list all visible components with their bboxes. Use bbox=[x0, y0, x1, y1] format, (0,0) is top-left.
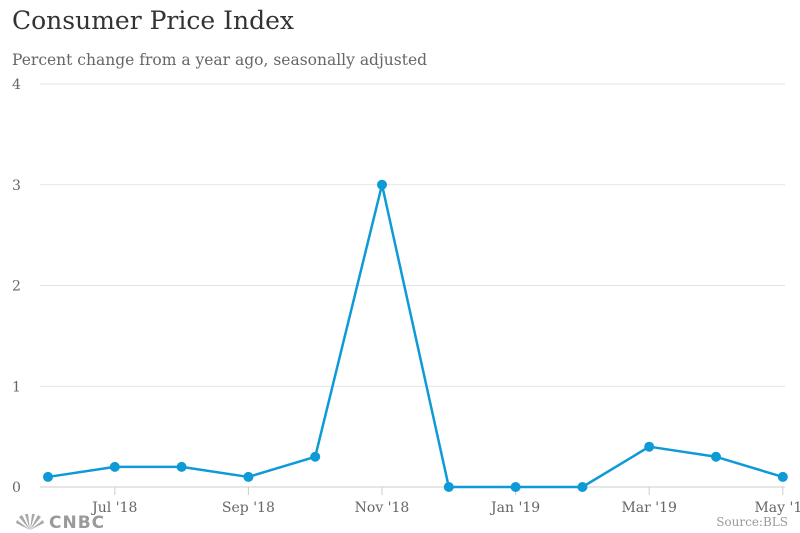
y-tick-label: 2 bbox=[12, 279, 21, 295]
data-point[interactable] bbox=[109, 461, 120, 472]
data-point[interactable] bbox=[310, 451, 321, 462]
x-tick-label: Mar '19 bbox=[621, 500, 677, 516]
y-tick-label: 0 bbox=[12, 480, 21, 496]
y-tick-label: 4 bbox=[12, 77, 21, 93]
x-tick-label: Jan '19 bbox=[489, 500, 540, 516]
data-point[interactable] bbox=[176, 461, 187, 472]
data-point[interactable] bbox=[443, 482, 454, 492]
cnbc-logo: CNBC bbox=[14, 514, 105, 532]
data-point[interactable] bbox=[243, 471, 254, 482]
brand-name: CNBC bbox=[49, 512, 106, 533]
data-point[interactable] bbox=[644, 441, 655, 452]
chart-subtitle: Percent change from a year ago, seasonal… bbox=[12, 51, 428, 69]
x-tick-label: Jul '18 bbox=[90, 500, 137, 516]
data-point[interactable] bbox=[510, 482, 521, 492]
x-tick-label: Nov '18 bbox=[355, 500, 410, 516]
data-point[interactable] bbox=[43, 471, 53, 482]
series-line bbox=[47, 183, 784, 489]
source-note: Source:BLS bbox=[716, 515, 788, 529]
data-point[interactable] bbox=[577, 482, 588, 492]
y-tick-label: 3 bbox=[12, 178, 21, 194]
x-tick-label: Sep '18 bbox=[222, 500, 275, 516]
data-point[interactable] bbox=[711, 451, 721, 462]
peacock-icon bbox=[16, 514, 44, 530]
data-point[interactable] bbox=[777, 471, 788, 482]
y-tick-label: 1 bbox=[12, 379, 21, 395]
data-point[interactable] bbox=[377, 179, 387, 190]
x-tick-label: May '19 bbox=[754, 500, 800, 516]
chart-title: Consumer Price Index bbox=[12, 6, 294, 35]
